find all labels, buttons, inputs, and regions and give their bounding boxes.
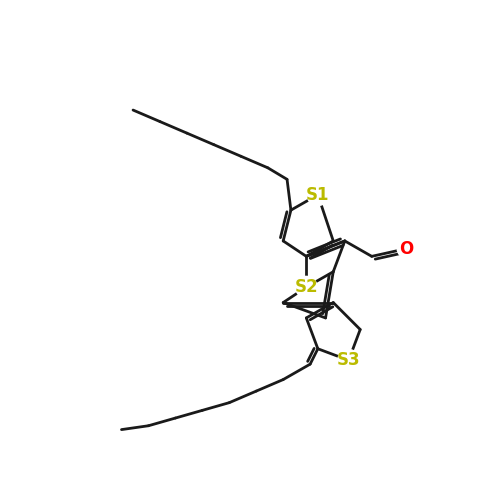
Circle shape [307,184,328,206]
Circle shape [296,276,317,298]
Text: O: O [400,240,413,258]
Circle shape [397,240,415,258]
Circle shape [338,350,359,371]
Text: S3: S3 [337,352,360,370]
Text: S2: S2 [294,278,318,296]
Text: S1: S1 [306,186,330,204]
